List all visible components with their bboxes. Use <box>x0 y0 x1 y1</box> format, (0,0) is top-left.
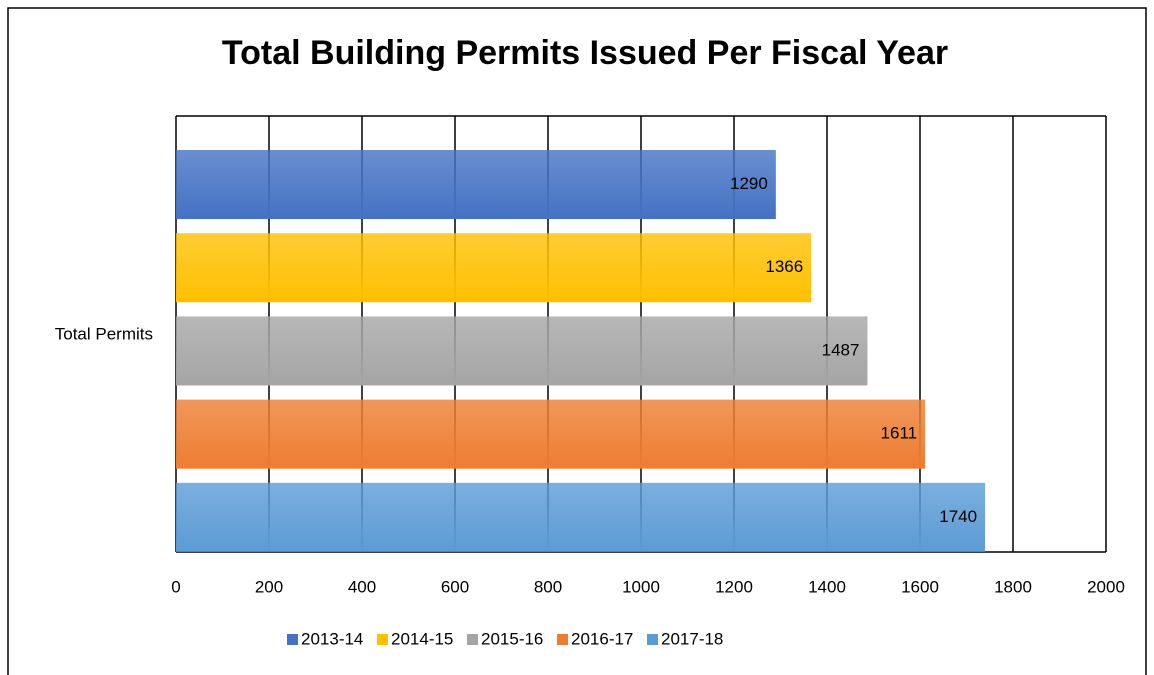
x-tick-label: 600 <box>441 577 469 596</box>
x-tick-label: 2000 <box>1087 577 1125 596</box>
y-category-label: Total Permits <box>55 324 153 343</box>
data-label: 1487 <box>822 340 860 359</box>
x-tick-label: 0 <box>171 577 180 596</box>
x-tick-label: 1000 <box>622 577 660 596</box>
bar <box>176 150 776 220</box>
data-label: 1740 <box>939 507 977 526</box>
data-label: 1611 <box>881 424 918 443</box>
x-tick-label: 800 <box>534 577 562 596</box>
legend-swatch <box>377 634 388 645</box>
chart-title: Total Building Permits Issued Per Fiscal… <box>222 34 948 72</box>
legend-swatch <box>287 634 298 645</box>
legend-swatch <box>647 634 658 645</box>
legend-swatch <box>557 634 568 645</box>
data-label: 1290 <box>730 174 768 193</box>
bar <box>176 233 812 303</box>
legend-label: 2017-18 <box>661 629 723 648</box>
x-tick-label: 200 <box>255 577 283 596</box>
x-tick-label: 400 <box>348 577 376 596</box>
x-tick-label: 1600 <box>901 577 939 596</box>
legend-label: 2015-16 <box>481 629 543 648</box>
legend-swatch <box>467 634 478 645</box>
bar <box>176 482 986 552</box>
x-tick-label: 1400 <box>808 577 846 596</box>
x-tick-label: 1200 <box>715 577 753 596</box>
x-tick-label: 1800 <box>994 577 1032 596</box>
legend-label: 2013-14 <box>301 629 363 648</box>
bar <box>176 316 868 386</box>
data-label: 1366 <box>765 257 803 276</box>
bar <box>176 399 926 469</box>
legend-label: 2016-17 <box>571 629 633 648</box>
legend-label: 2014-15 <box>391 629 453 648</box>
